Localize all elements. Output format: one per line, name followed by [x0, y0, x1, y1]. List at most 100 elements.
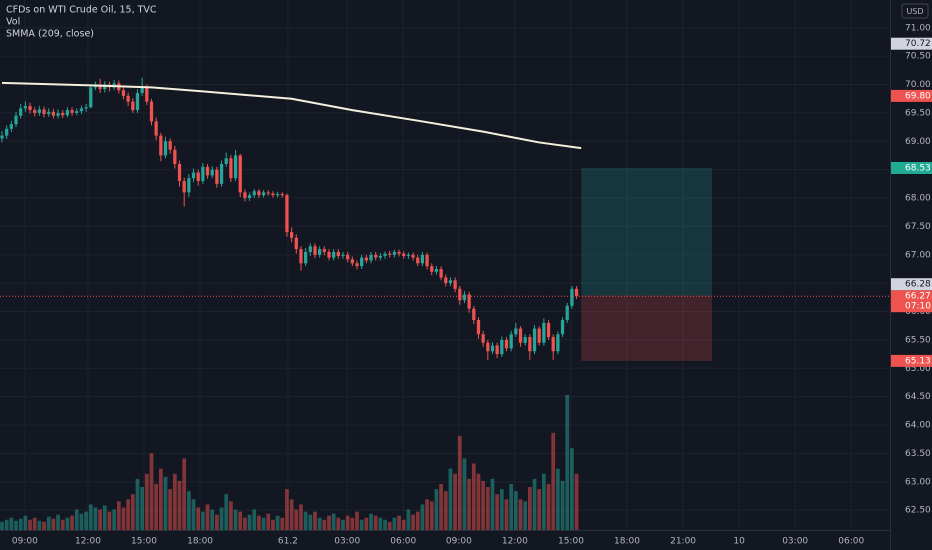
- volume-bar: [560, 480, 565, 530]
- volume-bar: [509, 483, 514, 530]
- candle-body: [252, 191, 256, 196]
- candle-body: [126, 95, 130, 102]
- currency-box[interactable]: [901, 3, 929, 19]
- y-tick-label: 68.00: [905, 194, 931, 204]
- candle-body: [56, 112, 60, 116]
- candle-body: [495, 345, 499, 355]
- price-badge: [891, 278, 932, 291]
- last-price-label: 66.27: [905, 292, 931, 302]
- candle-body: [75, 111, 79, 113]
- volume-bar: [140, 487, 145, 530]
- x-tick-label: 21:00: [670, 537, 696, 547]
- candle-body: [23, 106, 27, 109]
- volume-bar: [499, 489, 504, 530]
- volume-bar: [191, 499, 196, 530]
- candle-body: [19, 108, 23, 116]
- volume-bar: [247, 514, 252, 530]
- candle-body: [560, 320, 565, 335]
- volume-bar: [504, 499, 509, 530]
- volume-bar: [471, 463, 476, 530]
- x-tick-label: 09:00: [12, 537, 38, 547]
- candle-body: [0, 135, 4, 139]
- volume-bar: [453, 473, 457, 530]
- candle-body: [215, 169, 219, 184]
- candle-body: [318, 249, 322, 255]
- candle-body: [257, 191, 261, 196]
- candle-body: [313, 246, 317, 255]
- volume-bar: [439, 483, 443, 530]
- chart-title: CFDs on WTI Crude Oil, 15, TVC: [6, 4, 157, 15]
- candle-body: [430, 266, 434, 272]
- volume-bar: [163, 476, 168, 530]
- volume-bar: [537, 489, 542, 530]
- volume-bar: [144, 473, 149, 530]
- volume-bar: [201, 511, 205, 530]
- candle-body: [219, 163, 224, 184]
- x-tick-label: 12:00: [75, 537, 101, 547]
- volume-bar: [130, 494, 135, 530]
- candle-body: [84, 107, 88, 109]
- price-badge-label: 70.72: [905, 39, 931, 49]
- volume-bar: [355, 511, 359, 530]
- x-tick-label: 12:00: [502, 537, 528, 547]
- candle-body: [518, 328, 523, 343]
- volume-bar: [467, 478, 471, 530]
- candle-body: [145, 87, 149, 102]
- volume-bar: [210, 509, 215, 530]
- candle-body: [532, 328, 537, 352]
- volume-bar: [541, 473, 546, 530]
- candle-body: [304, 251, 308, 264]
- volume-bar: [378, 517, 383, 530]
- volume-bar: [299, 504, 303, 530]
- volume-bar: [415, 511, 420, 530]
- volume-bar: [121, 507, 126, 530]
- volume-bar: [28, 519, 32, 530]
- volume-bar: [518, 499, 523, 530]
- last-price-badge: [891, 290, 932, 313]
- volume-bar: [196, 507, 201, 530]
- volume-bar: [481, 480, 486, 530]
- y-tick-label: 69.00: [905, 137, 931, 147]
- x-tick-label: 15:00: [558, 537, 584, 547]
- candle-body: [448, 280, 453, 284]
- candle-body: [294, 237, 298, 250]
- candle-body: [173, 149, 177, 164]
- candle-body: [308, 246, 312, 252]
- volume-bar: [238, 511, 243, 530]
- price-badge-label: 69.80: [905, 91, 931, 101]
- price-badge-label: 65.13: [905, 356, 931, 366]
- candle-body: [383, 253, 387, 256]
- candle-body: [369, 254, 373, 261]
- currency[interactable]: USD: [906, 7, 923, 16]
- candle-body: [472, 308, 476, 321]
- candle-body: [42, 109, 46, 115]
- candle-body: [500, 339, 504, 355]
- volume-bar: [457, 435, 462, 530]
- volume-bar: [574, 473, 579, 530]
- volume-bar: [359, 519, 364, 530]
- candle-body: [420, 254, 425, 264]
- x-tick-label: 61.2: [278, 537, 298, 547]
- smma-legend: SMMA (209, close): [6, 28, 94, 39]
- price-badge-label: 66.28: [905, 280, 931, 290]
- candle-body: [327, 251, 331, 258]
- candle-body: [229, 158, 233, 179]
- volume-bar: [420, 504, 425, 530]
- price-badge: [891, 354, 932, 367]
- volume-bar: [88, 504, 93, 530]
- volume-bar: [303, 511, 308, 530]
- volume-bar: [154, 483, 159, 530]
- volume-bar: [425, 499, 429, 530]
- candle-body: [523, 337, 527, 343]
- volume-bar: [443, 491, 448, 530]
- candle-body: [238, 155, 242, 193]
- x-tick-label: 09:00: [446, 537, 472, 547]
- volume-bar: [397, 515, 401, 530]
- candle-body: [360, 257, 364, 267]
- volume-bar: [495, 494, 500, 530]
- volume-bar: [476, 473, 481, 530]
- volume-bar: [14, 520, 18, 530]
- candle-body: [546, 322, 551, 338]
- candle-body: [476, 320, 481, 335]
